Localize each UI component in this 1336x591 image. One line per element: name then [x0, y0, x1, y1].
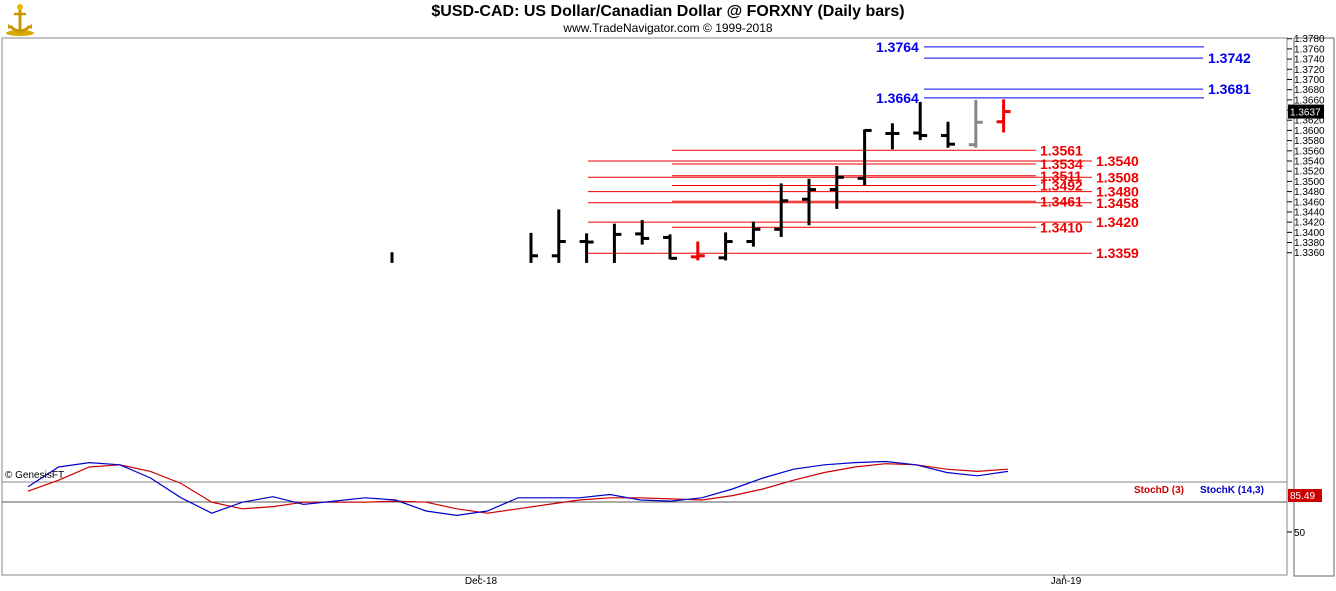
- support-label: 1.3458: [1096, 195, 1139, 211]
- y-tick-label: 1.3360: [1294, 248, 1325, 259]
- y-tick-label: 1.3680: [1294, 85, 1325, 96]
- ohlc-bar: [774, 183, 789, 237]
- ohlc-bar: [635, 220, 650, 245]
- ohlc-bar: [996, 99, 1011, 133]
- indicator-y-tick-label: 50: [1294, 528, 1306, 539]
- plot-frame: [1, 37, 1288, 576]
- x-tick-label: Jan-19: [1051, 576, 1082, 587]
- y-tick-label: 1.3460: [1294, 197, 1325, 208]
- x-tick-label: Dec-18: [465, 576, 498, 587]
- support-label: 1.3410: [1040, 219, 1083, 235]
- resistance-label: 1.3681: [1208, 81, 1251, 97]
- stochk-line: [27, 460, 1009, 517]
- y-tick-label: 1.3600: [1294, 126, 1325, 137]
- y-tick-label: 1.3620: [1294, 116, 1325, 127]
- y-tick-label: 1.3440: [1294, 207, 1325, 218]
- ohlc-bar: [663, 234, 677, 260]
- y-tick-label: 1.3400: [1294, 228, 1325, 239]
- ohlc-bar: [913, 101, 928, 141]
- last-price-tag: [1288, 104, 1324, 119]
- ohlc-bar: [612, 223, 622, 263]
- support-label: 1.3508: [1096, 169, 1139, 185]
- chart-subtitle: www.TradeNavigator.com © 1999-2018: [563, 21, 773, 35]
- stochd-line: [27, 463, 1009, 514]
- y-tick-label: 1.3720: [1294, 65, 1325, 76]
- resistance-label: 1.3664: [876, 90, 919, 106]
- y-tick-label: 1.3660: [1294, 95, 1325, 106]
- chart-title: $USD-CAD: US Dollar/Canadian Dollar @ FO…: [431, 3, 905, 20]
- ohlc-bar: [529, 232, 538, 263]
- ohlc-bar: [968, 99, 983, 148]
- indicator-value-label: 85.49: [1290, 491, 1315, 502]
- y-tick-label: 1.3480: [1294, 187, 1325, 198]
- stochk-legend: StochK (14,3): [1200, 485, 1264, 496]
- ohlc-bar: [718, 232, 733, 261]
- y-tick-label: 1.3380: [1294, 238, 1325, 249]
- ohlc-bar: [579, 233, 594, 263]
- last-price-label: 1.3637: [1290, 108, 1321, 119]
- support-label: 1.3534: [1040, 156, 1083, 172]
- indicator-value-tag: [1288, 489, 1322, 502]
- chart-header: $USD-CAD: US Dollar/Canadian Dollar @ FO…: [0, 0, 1336, 38]
- resistance-label: 1.3764: [876, 39, 919, 55]
- resistance-label: 1.3742: [1208, 50, 1251, 66]
- y-tick-label: 1.3780: [1294, 34, 1325, 45]
- support-label: 1.3420: [1096, 214, 1139, 230]
- y-tick-label: 1.3540: [1294, 157, 1325, 168]
- ohlc-bar: [746, 221, 761, 247]
- y-tick-label: 1.3580: [1294, 136, 1325, 147]
- ohlc-bar: [802, 178, 816, 226]
- ohlc-bar: [690, 241, 705, 261]
- y-tick-label: 1.3760: [1294, 44, 1325, 55]
- support-label: 1.3511: [1040, 168, 1082, 184]
- ohlc-bar: [829, 166, 844, 209]
- ohlc-bar: [941, 121, 955, 148]
- y-tick-label: 1.3520: [1294, 167, 1325, 178]
- support-label: 1.3480: [1096, 184, 1139, 200]
- ohlc-bar: [885, 123, 900, 150]
- support-label: 1.3359: [1096, 245, 1139, 261]
- support-label: 1.3492: [1040, 177, 1083, 193]
- support-label: 1.3461: [1040, 193, 1083, 209]
- support-label: 1.3540: [1096, 153, 1139, 169]
- y-axis-box: [1293, 37, 1335, 577]
- support-label: 1.3561: [1040, 142, 1083, 158]
- ohlc-bar: [551, 209, 566, 263]
- y-tick-label: 1.3420: [1294, 218, 1325, 229]
- tradenavigator-logo-icon: [4, 2, 36, 36]
- ohlc-bar: [857, 128, 872, 186]
- y-tick-label: 1.3740: [1294, 55, 1325, 66]
- y-tick-label: 1.3560: [1294, 146, 1325, 157]
- y-tick-label: 1.3700: [1294, 75, 1325, 86]
- genesisft-watermark: © GenesisFT: [5, 470, 64, 481]
- y-tick-label: 1.3500: [1294, 177, 1325, 188]
- stochd-legend: StochD (3): [1134, 485, 1184, 496]
